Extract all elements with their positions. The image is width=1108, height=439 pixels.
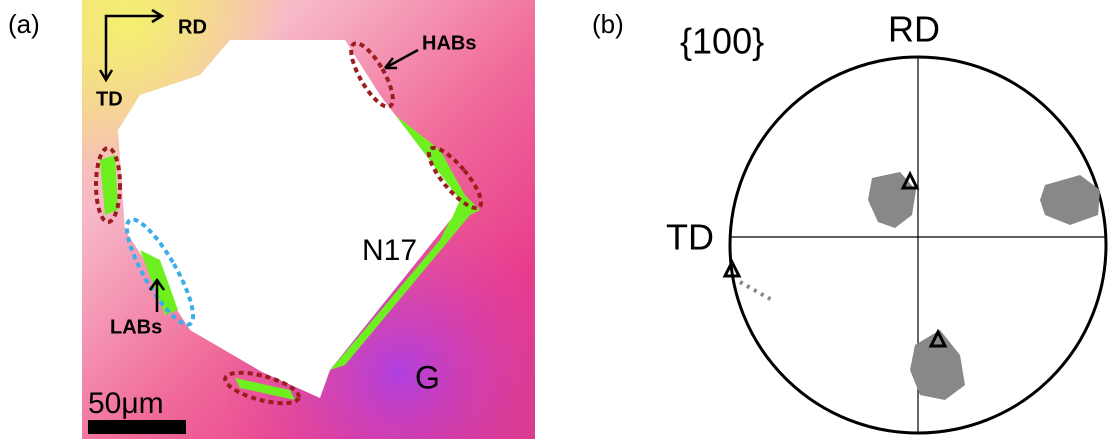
direction-label: RD — [178, 16, 207, 38]
hab-outline — [426, 145, 484, 211]
annotation: LABs — [110, 316, 162, 338]
scale-bar-label: 50μm — [88, 387, 164, 420]
pole-marker — [900, 170, 920, 190]
annotation-arrow — [148, 277, 166, 312]
panel-label: (a) — [8, 9, 40, 39]
pole-scatter — [739, 280, 773, 302]
pole-cluster — [910, 330, 965, 400]
hab-outline — [94, 146, 122, 224]
scale-bar — [88, 420, 186, 434]
panel-label: (b) — [592, 9, 624, 39]
annotation-arrow — [384, 48, 419, 70]
pole-cluster — [868, 172, 916, 228]
pole-cluster — [1040, 175, 1100, 225]
pole-figure: RD TD — [666, 9, 1108, 435]
axis-arrow — [104, 14, 160, 48]
hab-outline — [223, 370, 301, 406]
indent-region — [118, 40, 460, 398]
ebsd-map: RD TD HABs LABs N17 G 50μm — [82, 0, 535, 439]
grain-boundary-band — [235, 378, 295, 400]
annotation: HABs — [422, 32, 476, 54]
annotation: N17 — [362, 234, 417, 267]
hab-outline — [349, 41, 395, 109]
pole-marker — [928, 328, 948, 348]
pole-marker — [722, 258, 742, 278]
direction-label: TD — [96, 88, 123, 110]
annotation: G — [415, 359, 440, 395]
grain-boundary-band — [100, 155, 118, 215]
direction-label: RD — [888, 9, 940, 50]
direction-label: TD — [666, 217, 714, 258]
lab-outline — [124, 217, 196, 327]
plane-label: {100} — [680, 21, 764, 62]
